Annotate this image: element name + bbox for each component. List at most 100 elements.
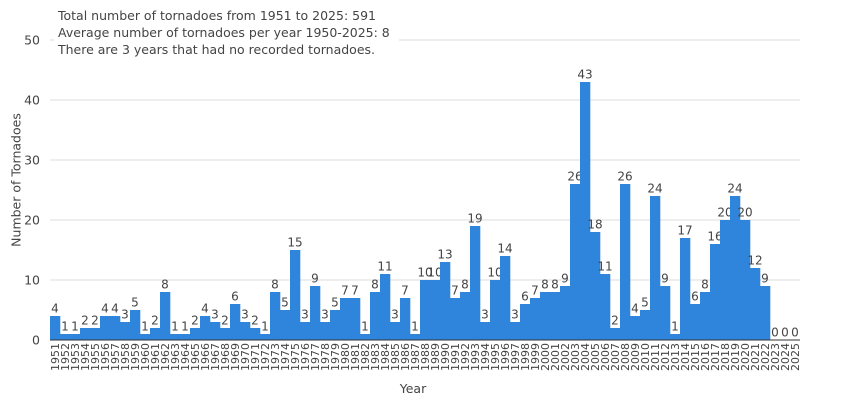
bar bbox=[400, 298, 411, 340]
data-label: 7 bbox=[341, 284, 349, 298]
data-label: 7 bbox=[531, 284, 539, 298]
x-tick-label: 1993 bbox=[469, 343, 482, 371]
data-label: 4 bbox=[51, 302, 59, 316]
x-tick-label: 1953 bbox=[69, 343, 82, 371]
bar bbox=[670, 334, 681, 340]
bar bbox=[180, 334, 191, 340]
x-tick-label: 1971 bbox=[249, 343, 262, 371]
data-label: 19 bbox=[467, 212, 482, 226]
bar bbox=[660, 286, 671, 340]
x-tick-label: 1980 bbox=[339, 343, 352, 371]
data-label: 6 bbox=[691, 290, 699, 304]
bar bbox=[710, 244, 721, 340]
data-label: 5 bbox=[641, 296, 649, 310]
bar bbox=[310, 286, 321, 340]
x-tick-label: 1987 bbox=[409, 343, 422, 371]
bar bbox=[110, 316, 121, 340]
data-label: 1 bbox=[671, 320, 679, 334]
x-tick-label: 2003 bbox=[569, 343, 582, 371]
bar bbox=[530, 298, 541, 340]
y-tick-label: 30 bbox=[24, 153, 40, 168]
data-label: 26 bbox=[567, 170, 582, 184]
data-label: 9 bbox=[661, 272, 669, 286]
x-tick-label: 1958 bbox=[119, 343, 132, 371]
bar bbox=[390, 322, 401, 340]
data-label: 11 bbox=[377, 260, 392, 274]
x-axis-title: Year bbox=[399, 381, 427, 396]
x-tick-label: 1994 bbox=[479, 343, 492, 371]
x-tick-label: 1995 bbox=[489, 343, 502, 371]
data-label: 2 bbox=[251, 314, 259, 328]
data-label: 12 bbox=[747, 254, 762, 268]
y-tick-label: 40 bbox=[24, 93, 40, 108]
data-label: 3 bbox=[321, 308, 329, 322]
bar bbox=[190, 328, 201, 340]
data-label: 8 bbox=[161, 278, 169, 292]
data-label: 5 bbox=[331, 296, 339, 310]
annotation-total: Total number of tornadoes from 1951 to 2… bbox=[58, 8, 376, 23]
x-tick-label: 2019 bbox=[729, 343, 742, 371]
data-label: 2 bbox=[611, 314, 619, 328]
bar bbox=[300, 322, 311, 340]
data-label: 2 bbox=[191, 314, 199, 328]
x-tick-label: 1983 bbox=[369, 343, 382, 371]
annotation-average: Average number of tornadoes per year 195… bbox=[58, 25, 390, 40]
data-label: 7 bbox=[351, 284, 359, 298]
data-label: 2 bbox=[91, 314, 99, 328]
bar bbox=[70, 334, 81, 340]
data-label: 3 bbox=[391, 308, 399, 322]
data-label: 3 bbox=[121, 308, 129, 322]
data-label: 11 bbox=[597, 260, 612, 274]
x-tick-label: 1999 bbox=[529, 343, 542, 371]
x-tick-label: 2021 bbox=[749, 343, 762, 371]
y-axis-title: Number of Tornadoes bbox=[8, 113, 24, 247]
bar bbox=[160, 292, 171, 340]
data-label: 8 bbox=[461, 278, 469, 292]
data-label: 10 bbox=[417, 266, 432, 280]
data-label: 9 bbox=[761, 272, 769, 286]
bar bbox=[220, 328, 231, 340]
bar bbox=[440, 262, 451, 340]
x-tick-label: 1972 bbox=[259, 343, 272, 371]
data-label: 4 bbox=[201, 302, 209, 316]
bar bbox=[410, 334, 421, 340]
data-label: 5 bbox=[281, 296, 289, 310]
data-label: 4 bbox=[631, 302, 639, 316]
bar bbox=[240, 322, 251, 340]
data-label: 3 bbox=[241, 308, 249, 322]
data-label: 7 bbox=[451, 284, 459, 298]
data-label: 6 bbox=[521, 290, 529, 304]
bar bbox=[610, 328, 621, 340]
bar bbox=[80, 328, 91, 340]
data-label: 18 bbox=[587, 218, 602, 232]
x-tick-label: 1969 bbox=[229, 343, 242, 371]
bar bbox=[590, 232, 601, 340]
bar bbox=[380, 274, 391, 340]
x-tick-label: 2014 bbox=[679, 343, 692, 371]
bar bbox=[520, 304, 531, 340]
data-label: 13 bbox=[437, 248, 452, 262]
data-label: 0 bbox=[791, 326, 799, 340]
bar bbox=[600, 274, 611, 340]
data-label: 3 bbox=[211, 308, 219, 322]
x-tick-label: 1991 bbox=[449, 343, 462, 371]
data-label: 1 bbox=[141, 320, 149, 334]
x-tick-label: 1982 bbox=[359, 343, 372, 371]
bar bbox=[430, 280, 441, 340]
x-tick-label: 2004 bbox=[579, 343, 592, 371]
data-label: 43 bbox=[577, 68, 592, 82]
bar bbox=[760, 286, 771, 340]
x-tick-label: 1990 bbox=[439, 343, 452, 371]
data-label: 5 bbox=[131, 296, 139, 310]
x-tick-label: 2005 bbox=[589, 343, 602, 371]
bar bbox=[510, 322, 521, 340]
x-tick-label: 1962 bbox=[159, 343, 172, 371]
x-tick-label: 1952 bbox=[59, 343, 72, 371]
x-tick-label: 2000 bbox=[539, 343, 552, 371]
bar bbox=[490, 280, 501, 340]
bar bbox=[50, 316, 61, 340]
x-tick-label: 2001 bbox=[549, 343, 562, 371]
x-tick-label: 2002 bbox=[559, 343, 572, 371]
